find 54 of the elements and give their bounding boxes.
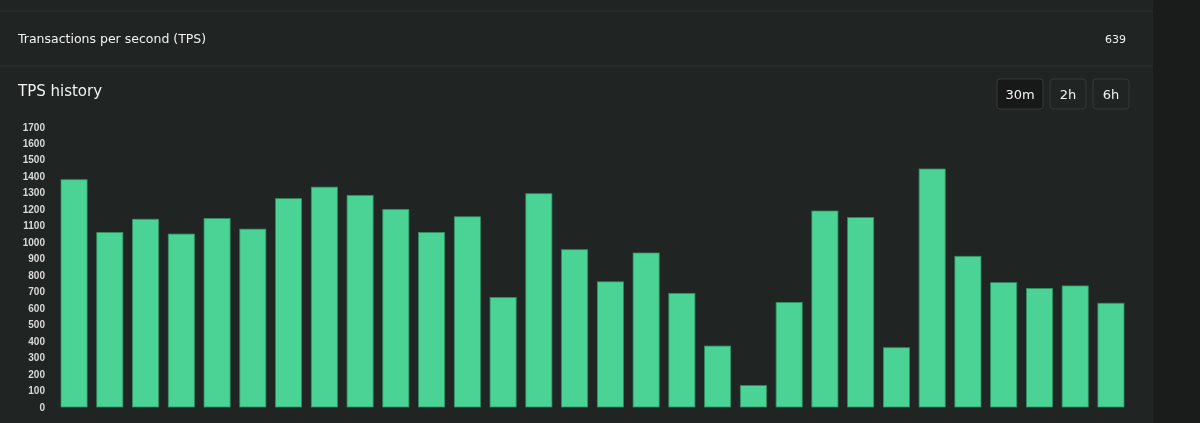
y-tick-label: 1200 <box>22 203 46 215</box>
y-tick-label: 1500 <box>22 154 46 166</box>
y-tick-label: 1300 <box>22 187 46 199</box>
y-tick-label: 700 <box>28 286 46 298</box>
bar <box>990 282 1018 408</box>
bar <box>310 186 338 408</box>
y-tick-label: 900 <box>28 253 46 265</box>
bar <box>1061 285 1089 408</box>
bar <box>561 249 589 408</box>
y-tick-label: 1400 <box>22 170 46 182</box>
y-tick-label: 400 <box>28 335 46 347</box>
y-tick-label: 1700 <box>22 121 46 133</box>
bar <box>346 194 374 408</box>
bar <box>132 218 160 408</box>
bar <box>811 210 839 408</box>
bar <box>704 345 732 408</box>
bar <box>60 179 88 408</box>
y-tick-label: 500 <box>28 319 46 331</box>
bar <box>775 302 803 408</box>
bar <box>382 208 410 408</box>
bar <box>632 252 660 408</box>
bar <box>239 228 267 408</box>
bar <box>96 232 124 408</box>
time-range-button: 6h <box>1092 78 1130 110</box>
bar <box>668 292 696 408</box>
y-tick-label: 1600 <box>22 137 46 149</box>
bar <box>918 168 946 408</box>
y-tick-label: 1100 <box>23 220 46 232</box>
bar <box>418 232 446 408</box>
bar <box>453 216 481 408</box>
bar <box>847 217 875 408</box>
y-tick-label: 800 <box>28 269 46 281</box>
chart-title: TPS history <box>17 82 103 100</box>
bar <box>1097 302 1125 408</box>
bar <box>489 297 517 408</box>
time-range-button: 2h <box>1049 78 1087 110</box>
y-tick-label: 600 <box>28 302 46 314</box>
bar <box>596 281 624 408</box>
bar <box>882 347 910 408</box>
bar <box>954 255 982 408</box>
y-tick-label: 100 <box>28 385 46 397</box>
bar <box>1025 288 1053 408</box>
bar <box>739 385 767 408</box>
bar <box>167 233 195 408</box>
y-tick-label: 1000 <box>22 236 46 248</box>
bar <box>525 193 553 408</box>
y-tick-label: 200 <box>28 368 46 380</box>
bar <box>203 218 231 408</box>
time-range-button: 30m <box>996 78 1044 110</box>
text: 639 <box>1105 33 1126 46</box>
bar <box>275 198 303 408</box>
text: Transactions per second (TPS) <box>17 31 207 46</box>
y-tick-label: 300 <box>28 352 46 364</box>
y-tick-label: 0 <box>39 401 46 413</box>
